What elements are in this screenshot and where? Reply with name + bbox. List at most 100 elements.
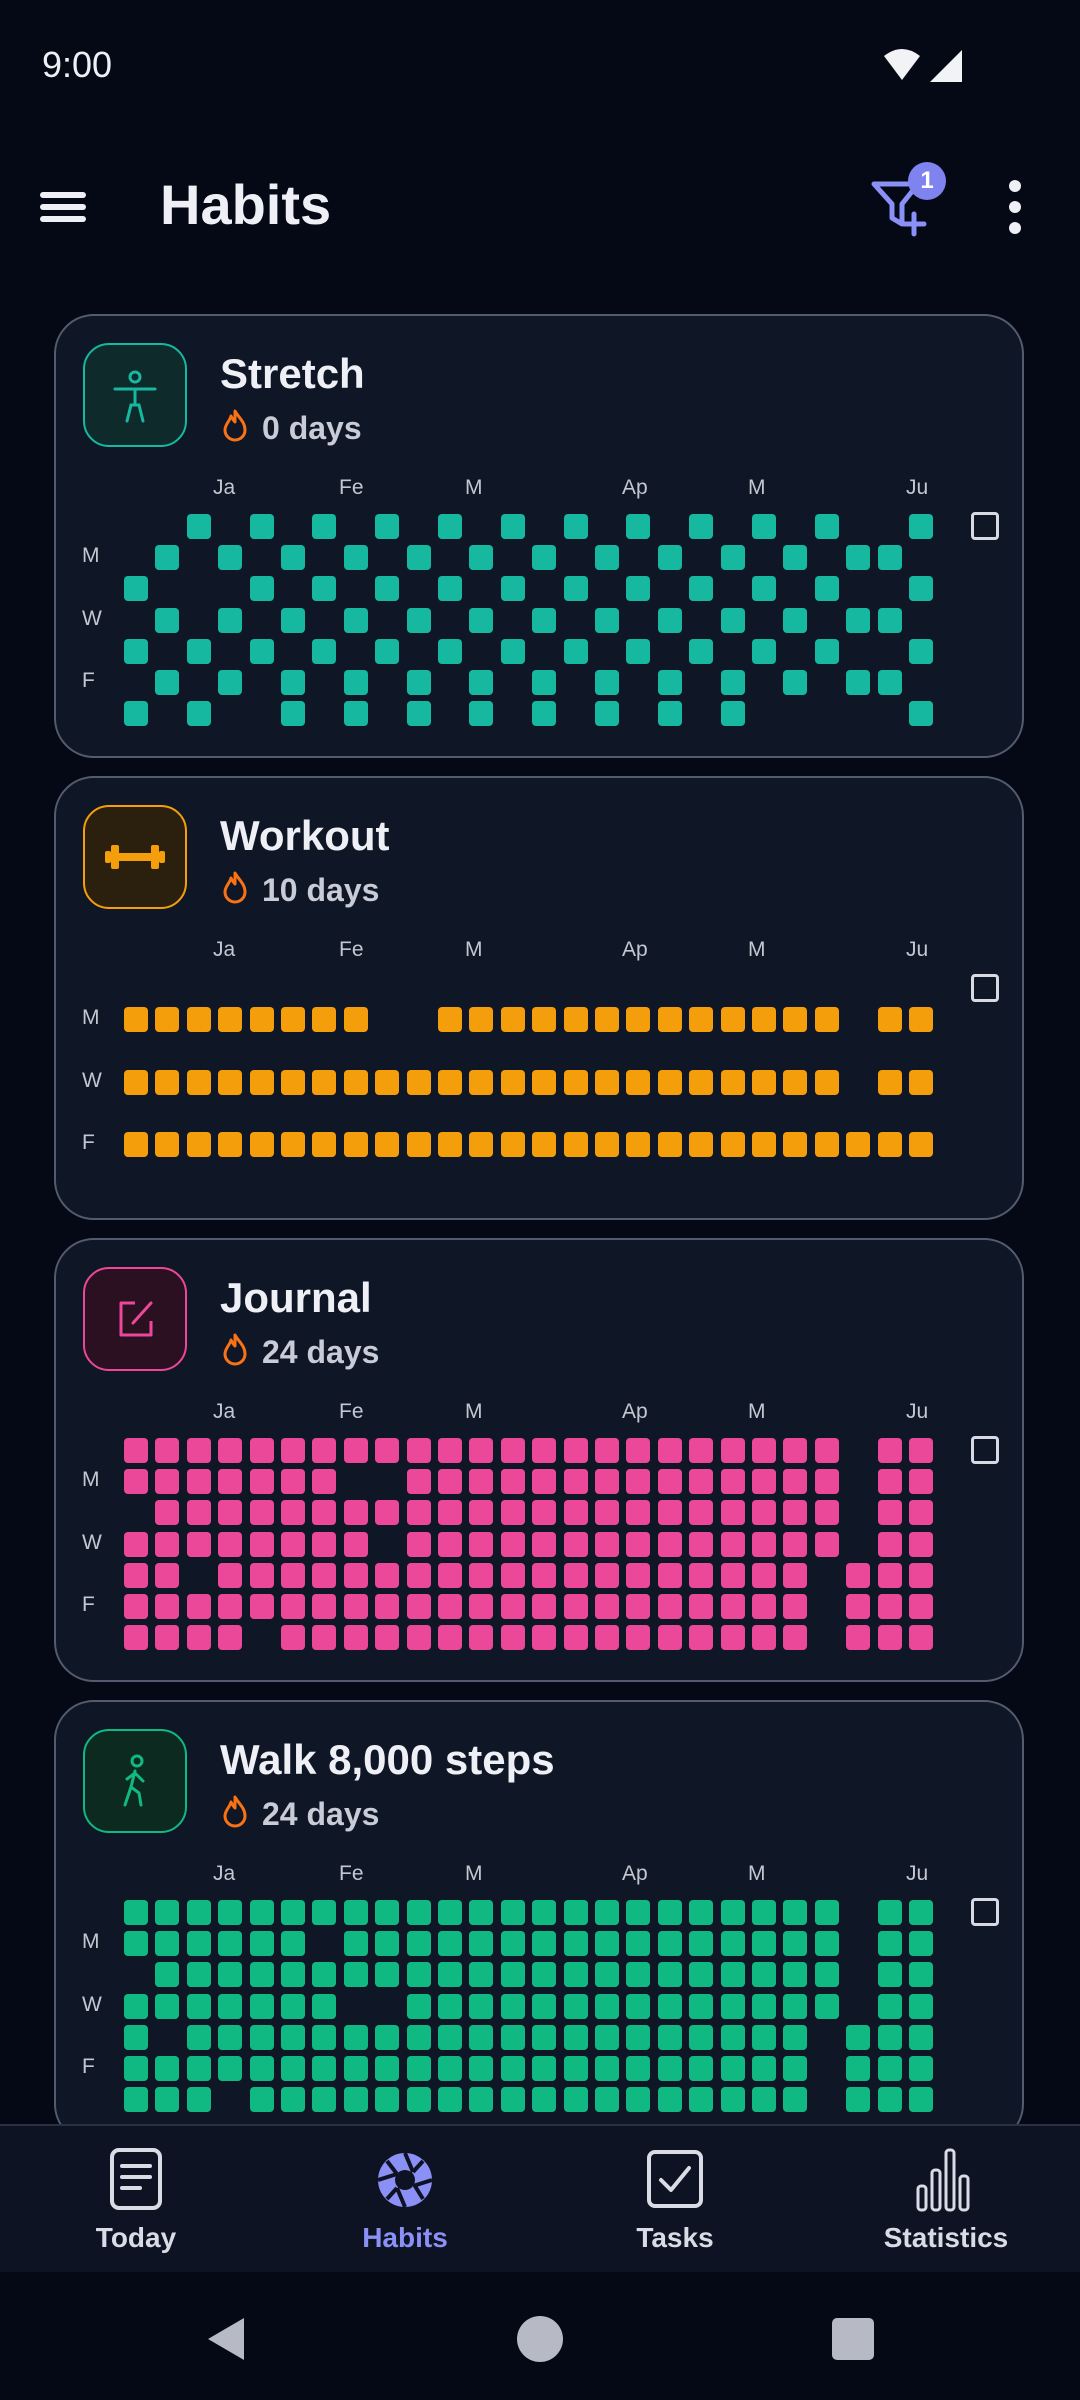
habit-day-cell — [343, 1132, 368, 1157]
weekday-label: F — [82, 1593, 95, 1616]
habit-card-stretch[interactable]: Stretch 0 days Ja Fe M Ap M Ju M W F — [54, 314, 1024, 758]
habit-day-cell — [783, 670, 808, 695]
habit-day-cell — [155, 1132, 180, 1157]
habit-day-cell — [720, 1625, 745, 1651]
today-checkbox[interactable] — [971, 512, 999, 540]
habit-day-cell — [532, 1500, 557, 1526]
habit-card-walk[interactable]: Walk 8,000 steps 24 days Ja Fe M Ap M Ju… — [54, 1700, 1024, 2144]
habit-day-cell — [657, 1500, 682, 1526]
habit-day-cell — [752, 1469, 776, 1495]
nav-today[interactable]: Today — [36, 2140, 236, 2260]
streak-count: 10 days — [262, 872, 380, 908]
habit-day-cell — [563, 1993, 588, 2019]
habit-day-cell — [343, 545, 368, 571]
habit-day-cell — [249, 638, 274, 664]
habit-day-cell — [500, 1900, 525, 1925]
habit-day-cell — [343, 1962, 368, 1988]
habit-day-cell — [469, 2056, 494, 2081]
habit-day-cell — [249, 1594, 274, 1619]
habit-day-cell — [720, 607, 745, 633]
month-label: Fe — [339, 1400, 364, 1423]
habit-day-cell — [375, 1562, 400, 1588]
habit-day-cell — [877, 1132, 902, 1157]
more-vert-icon[interactable] — [990, 172, 1040, 242]
habit-day-cell — [626, 1993, 651, 2019]
month-label: Fe — [339, 1862, 364, 1885]
habit-day-cell — [783, 1962, 808, 1988]
habit-day-cell — [532, 1438, 557, 1463]
habit-card-workout[interactable]: Workout 10 days Ja Fe M Ap M Ju M W F — [54, 776, 1024, 1220]
habit-day-cell — [469, 1069, 494, 1095]
habit-day-cell — [469, 2087, 494, 2113]
habit-day-cell — [563, 2087, 588, 2113]
today-checkbox[interactable] — [971, 1898, 999, 1926]
habit-day-cell — [249, 1531, 274, 1557]
nav-habits[interactable]: Habits — [305, 2140, 505, 2260]
habit-day-cell — [281, 670, 305, 695]
habit-day-cell — [532, 1900, 557, 1925]
habit-day-cell — [720, 1469, 745, 1495]
habit-day-cell — [438, 514, 462, 539]
month-label: M — [748, 476, 766, 499]
habit-day-cell — [657, 1625, 682, 1651]
habit-day-cell — [657, 2087, 682, 2113]
habit-day-cell — [563, 514, 588, 539]
habit-day-cell — [406, 1531, 431, 1557]
habit-day-cell — [657, 1438, 682, 1463]
back-icon[interactable] — [200, 2312, 254, 2366]
habit-day-cell — [814, 1931, 839, 1957]
menu-icon[interactable] — [30, 172, 100, 242]
habit-day-cell — [281, 701, 305, 727]
habit-day-cell — [186, 1594, 211, 1619]
filter-badge: 1 — [908, 162, 946, 200]
habit-day-cell — [909, 1469, 933, 1495]
home-icon[interactable] — [513, 2312, 567, 2366]
habit-day-cell — [626, 2056, 651, 2081]
habit-day-cell — [438, 1531, 462, 1557]
nav-tasks[interactable]: Tasks — [575, 2140, 775, 2260]
habit-day-cell — [469, 607, 494, 633]
habit-day-cell — [218, 1594, 243, 1619]
nav-label: Today — [95, 2222, 177, 2253]
habit-day-cell — [657, 1900, 682, 1925]
habit-day-cell — [532, 670, 557, 695]
today-checkbox[interactable] — [971, 974, 999, 1002]
habit-day-cell — [909, 1993, 933, 2019]
habit-day-cell — [657, 1132, 682, 1157]
habit-day-cell — [657, 1007, 682, 1033]
habit-day-cell — [657, 1993, 682, 2019]
habit-grid — [56, 778, 1026, 1222]
habit-day-cell — [249, 1438, 274, 1463]
habit-day-cell — [218, 1438, 243, 1463]
month-label: M — [465, 1862, 483, 1885]
habit-day-cell — [877, 1069, 902, 1095]
habit-day-cell — [752, 1993, 776, 2019]
habit-day-cell — [500, 1931, 525, 1957]
habit-day-cell — [689, 1469, 714, 1495]
walking-person-icon — [83, 1729, 187, 1833]
nav-statistics[interactable]: Statistics — [846, 2140, 1046, 2260]
habit-day-cell — [469, 1931, 494, 1957]
habit-day-cell — [814, 1438, 839, 1463]
weekday-label: W — [82, 1993, 102, 2016]
habit-day-cell — [186, 1625, 211, 1651]
habit-day-cell — [595, 2024, 619, 2050]
habit-day-cell — [846, 2024, 871, 2050]
recents-icon[interactable] — [826, 2312, 880, 2366]
habit-card-journal[interactable]: Journal 24 days Ja Fe M Ap M Ju M W F — [54, 1238, 1024, 1682]
habit-day-cell — [155, 1962, 180, 1988]
habit-day-cell — [249, 2024, 274, 2050]
page-title: Habits — [160, 173, 332, 236]
habit-day-cell — [343, 670, 368, 695]
bottom-nav: Today Habits Tasks — [0, 2124, 1080, 2272]
nav-label: Tasks — [636, 2222, 714, 2253]
habit-day-cell — [124, 2024, 148, 2050]
habit-day-cell — [124, 1993, 148, 2019]
habit-day-cell — [689, 514, 714, 539]
habit-day-cell — [124, 2087, 148, 2113]
month-label: Ap — [622, 476, 648, 499]
habit-day-cell — [312, 2087, 337, 2113]
habit-day-cell — [186, 1900, 211, 1925]
habit-day-cell — [218, 2056, 243, 2081]
today-checkbox[interactable] — [971, 1436, 999, 1464]
